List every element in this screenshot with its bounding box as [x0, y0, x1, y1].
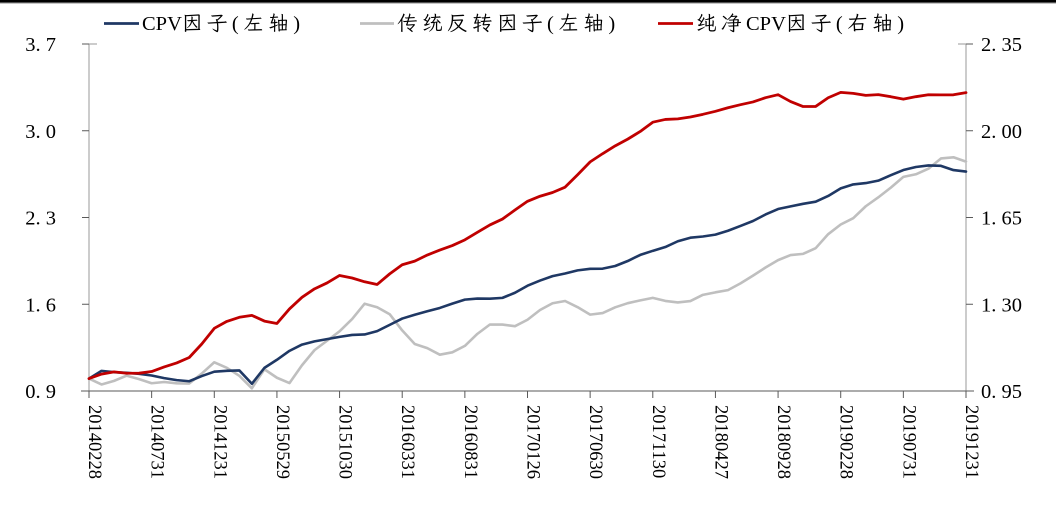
svg-text:20141231: 20141231 — [209, 405, 229, 479]
svg-text:1. 65: 1. 65 — [981, 208, 1022, 230]
svg-text:20180928: 20180928 — [773, 405, 793, 479]
svg-text:20190228: 20190228 — [836, 405, 856, 479]
svg-text:20170630: 20170630 — [585, 405, 605, 479]
svg-text:2. 00: 2. 00 — [981, 121, 1022, 143]
svg-text:1. 30: 1. 30 — [981, 294, 1022, 316]
svg-text:20160831: 20160831 — [460, 405, 480, 479]
svg-text:20150529: 20150529 — [272, 405, 292, 479]
svg-text:1. 6: 1. 6 — [25, 294, 56, 316]
svg-text:0. 9: 0. 9 — [25, 381, 56, 403]
svg-text:20191231: 20191231 — [961, 405, 981, 479]
svg-text:纯净CPV因子(右轴): 纯净CPV因子(右轴) — [696, 13, 909, 35]
svg-text:2. 35: 2. 35 — [981, 34, 1022, 56]
svg-text:20140731: 20140731 — [147, 405, 167, 479]
svg-text:2. 3: 2. 3 — [25, 208, 56, 230]
svg-text:3. 0: 3. 0 — [25, 121, 56, 143]
svg-text:CPV因子(左轴): CPV因子(左轴) — [142, 13, 305, 35]
svg-text:20170126: 20170126 — [523, 405, 543, 479]
svg-text:20140228: 20140228 — [84, 405, 104, 479]
svg-text:20190731: 20190731 — [898, 405, 918, 479]
svg-text:0. 95: 0. 95 — [981, 381, 1022, 403]
svg-text:20171130: 20171130 — [648, 405, 668, 478]
svg-text:20160331: 20160331 — [397, 405, 417, 479]
svg-text:20180427: 20180427 — [710, 405, 730, 479]
svg-text:20151030: 20151030 — [335, 405, 355, 479]
svg-text:3. 7: 3. 7 — [25, 34, 56, 56]
svg-text:传统反转因子(左轴): 传统反转因子(左轴) — [397, 13, 620, 35]
